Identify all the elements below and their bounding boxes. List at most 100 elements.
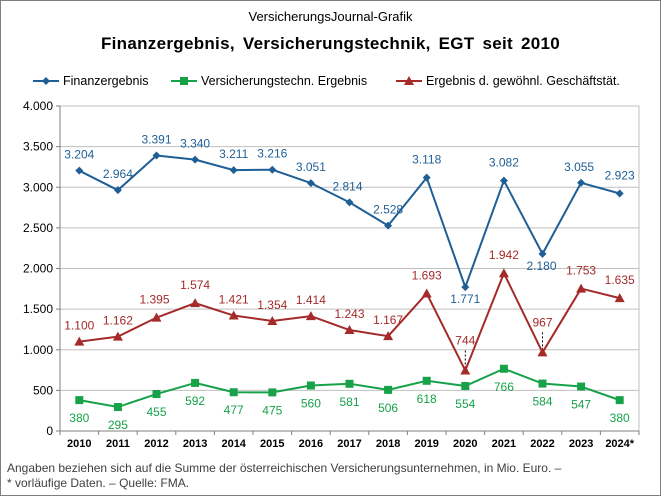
data-point	[383, 331, 394, 341]
data-label: 2.964	[103, 167, 133, 181]
y-tick-label: 3.500	[23, 140, 53, 154]
y-tick-label: 2.000	[23, 262, 53, 276]
data-point	[538, 249, 547, 258]
legend-entry-1: Finanzergebnis	[33, 74, 148, 88]
data-label: 455	[146, 405, 166, 419]
data-label: 744	[455, 334, 475, 348]
legend-entry-3: Ergebnis d. gewöhnl. Geschäftstät.	[396, 74, 620, 88]
data-point	[615, 189, 624, 198]
data-point	[306, 381, 315, 390]
x-tick-label: 2019	[414, 438, 438, 450]
data-label: 592	[185, 394, 205, 408]
legend: Finanzergebnis Versicherungstechn. Ergebn…	[33, 74, 620, 88]
data-label: 1.574	[180, 278, 210, 292]
data-label: 506	[378, 401, 398, 415]
data-point	[499, 364, 508, 373]
data-point	[577, 382, 586, 391]
data-point	[615, 396, 624, 405]
x-tick-label: 2013	[183, 438, 207, 450]
data-point	[113, 186, 122, 195]
data-label: 477	[224, 403, 244, 417]
series-1: 3.204 2.964 3.391 3.340 3.211 3.216 3.051 2.814…	[64, 132, 635, 306]
data-label: 547	[571, 398, 591, 412]
data-point	[191, 378, 200, 387]
y-tick-label: 500	[33, 383, 53, 397]
data-point	[229, 388, 238, 397]
data-label: 1.771	[450, 292, 480, 306]
data-label: 1.942	[489, 248, 519, 262]
x-tick-label: 2010	[67, 438, 91, 450]
data-point	[461, 381, 470, 390]
y-tick-label: 2.500	[23, 221, 53, 235]
data-point	[112, 331, 123, 341]
x-tick-label: 2022	[530, 438, 554, 450]
series-group: 3.204 2.964 3.391 3.340 3.211 3.216 3.051 2.814…	[64, 132, 635, 432]
data-label: 3.082	[489, 156, 519, 170]
y-tick-label: 4.000	[23, 99, 53, 113]
data-point	[344, 325, 355, 335]
grid-lines	[60, 105, 640, 431]
x-tick-label: 2023	[569, 438, 593, 450]
data-point	[421, 288, 432, 298]
data-point	[267, 315, 278, 325]
data-point	[422, 173, 431, 182]
x-tick-label: 2021	[492, 438, 516, 450]
y-tick-label: 3.000	[23, 180, 53, 194]
data-point	[345, 198, 354, 207]
data-point	[345, 379, 354, 388]
data-label: 1.414	[296, 293, 326, 307]
data-point	[537, 347, 548, 357]
x-tick-label: 2024*	[605, 438, 634, 450]
data-point	[384, 385, 393, 394]
data-label: 584	[532, 395, 552, 409]
data-label: 295	[108, 418, 128, 432]
data-point	[75, 166, 84, 175]
data-label: 1.354	[257, 298, 287, 312]
data-label: 618	[417, 392, 437, 406]
data-point	[384, 221, 393, 230]
legend-marker	[42, 77, 50, 85]
data-point	[498, 268, 509, 278]
data-point	[74, 336, 85, 346]
data-label: 3.051	[296, 160, 326, 174]
data-point	[461, 283, 470, 292]
data-label: 1.243	[334, 307, 364, 321]
data-label: 380	[69, 411, 89, 425]
data-label: 1.635	[605, 273, 635, 287]
data-point	[152, 151, 161, 160]
data-label: 3.216	[257, 147, 287, 161]
legend-label: Ergebnis d. gewöhnl. Geschäftstät.	[426, 74, 620, 88]
footnote-line-2: * vorläufige Daten. – Quelle: FMA.	[7, 476, 190, 490]
data-label: 766	[494, 380, 514, 394]
x-tick-label: 2020	[453, 438, 477, 450]
data-label: 2.180	[526, 259, 556, 273]
series-3: 1.100 1.162 1.395 1.574 1.421 1.354 1.414 1.243…	[64, 248, 635, 375]
data-label: 475	[262, 403, 282, 417]
data-point	[614, 293, 625, 303]
x-tick-label: 2018	[376, 438, 400, 450]
x-tick-label: 2016	[299, 438, 323, 450]
y-tick-label: 1.000	[23, 343, 53, 357]
data-label: 1.100	[64, 319, 94, 333]
data-label: 3.211	[219, 147, 248, 161]
legend-marker	[180, 77, 188, 85]
data-label: 1.421	[219, 293, 249, 307]
data-point	[151, 312, 162, 322]
x-tick-label: 2015	[260, 438, 284, 450]
data-label: 1.167	[373, 313, 403, 327]
data-point	[75, 396, 84, 405]
data-point	[268, 388, 277, 397]
data-label: 3.055	[564, 160, 594, 174]
data-label: 1.693	[412, 268, 442, 282]
data-label: 1.162	[103, 314, 133, 328]
data-label: 2.923	[605, 169, 635, 183]
data-point	[460, 365, 471, 375]
data-point	[152, 390, 161, 399]
data-label: 1.395	[139, 293, 169, 307]
legend-label: Finanzergebnis	[63, 74, 148, 88]
legend-label: Versicherungstechn. Ergebnis	[201, 74, 367, 88]
data-point	[228, 310, 239, 320]
data-label: 581	[339, 395, 359, 409]
axes: 0 500 1.000 1.500 2.000 2.500 3.000 3.500 4.000 2…	[23, 99, 640, 450]
